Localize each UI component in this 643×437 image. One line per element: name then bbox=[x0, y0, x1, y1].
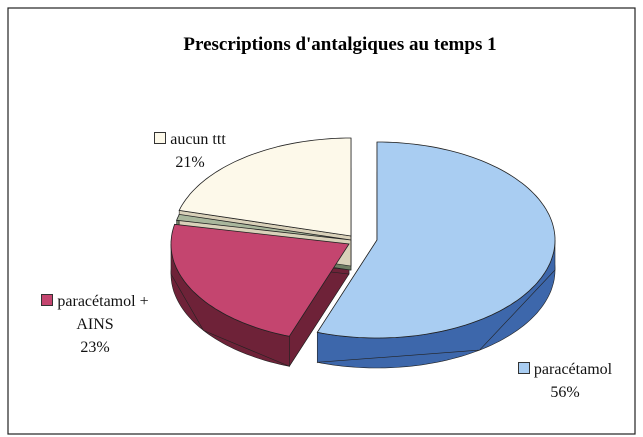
chart-title: Prescriptions d'antalgiques au temps 1 bbox=[183, 34, 496, 55]
legend-swatch bbox=[517, 362, 530, 374]
data-label: aucun ttt 21% bbox=[130, 128, 250, 174]
value-label: 21% bbox=[175, 154, 205, 171]
slice bbox=[178, 137, 352, 237]
value-label: 56% bbox=[550, 384, 580, 401]
data-label: paracétamol 56% bbox=[505, 358, 625, 404]
value-label: 23% bbox=[80, 339, 110, 356]
slice bbox=[170, 223, 350, 337]
legend-swatch bbox=[154, 132, 167, 144]
slice bbox=[316, 141, 556, 339]
legend-swatch bbox=[41, 294, 54, 306]
slice bbox=[176, 213, 352, 241]
category-label: paracétamol + AINS bbox=[57, 293, 149, 333]
category-label: aucun ttt bbox=[170, 131, 226, 148]
data-label: paracétamol + AINS 23% bbox=[30, 290, 160, 359]
category-label: paracétamol bbox=[533, 361, 613, 378]
